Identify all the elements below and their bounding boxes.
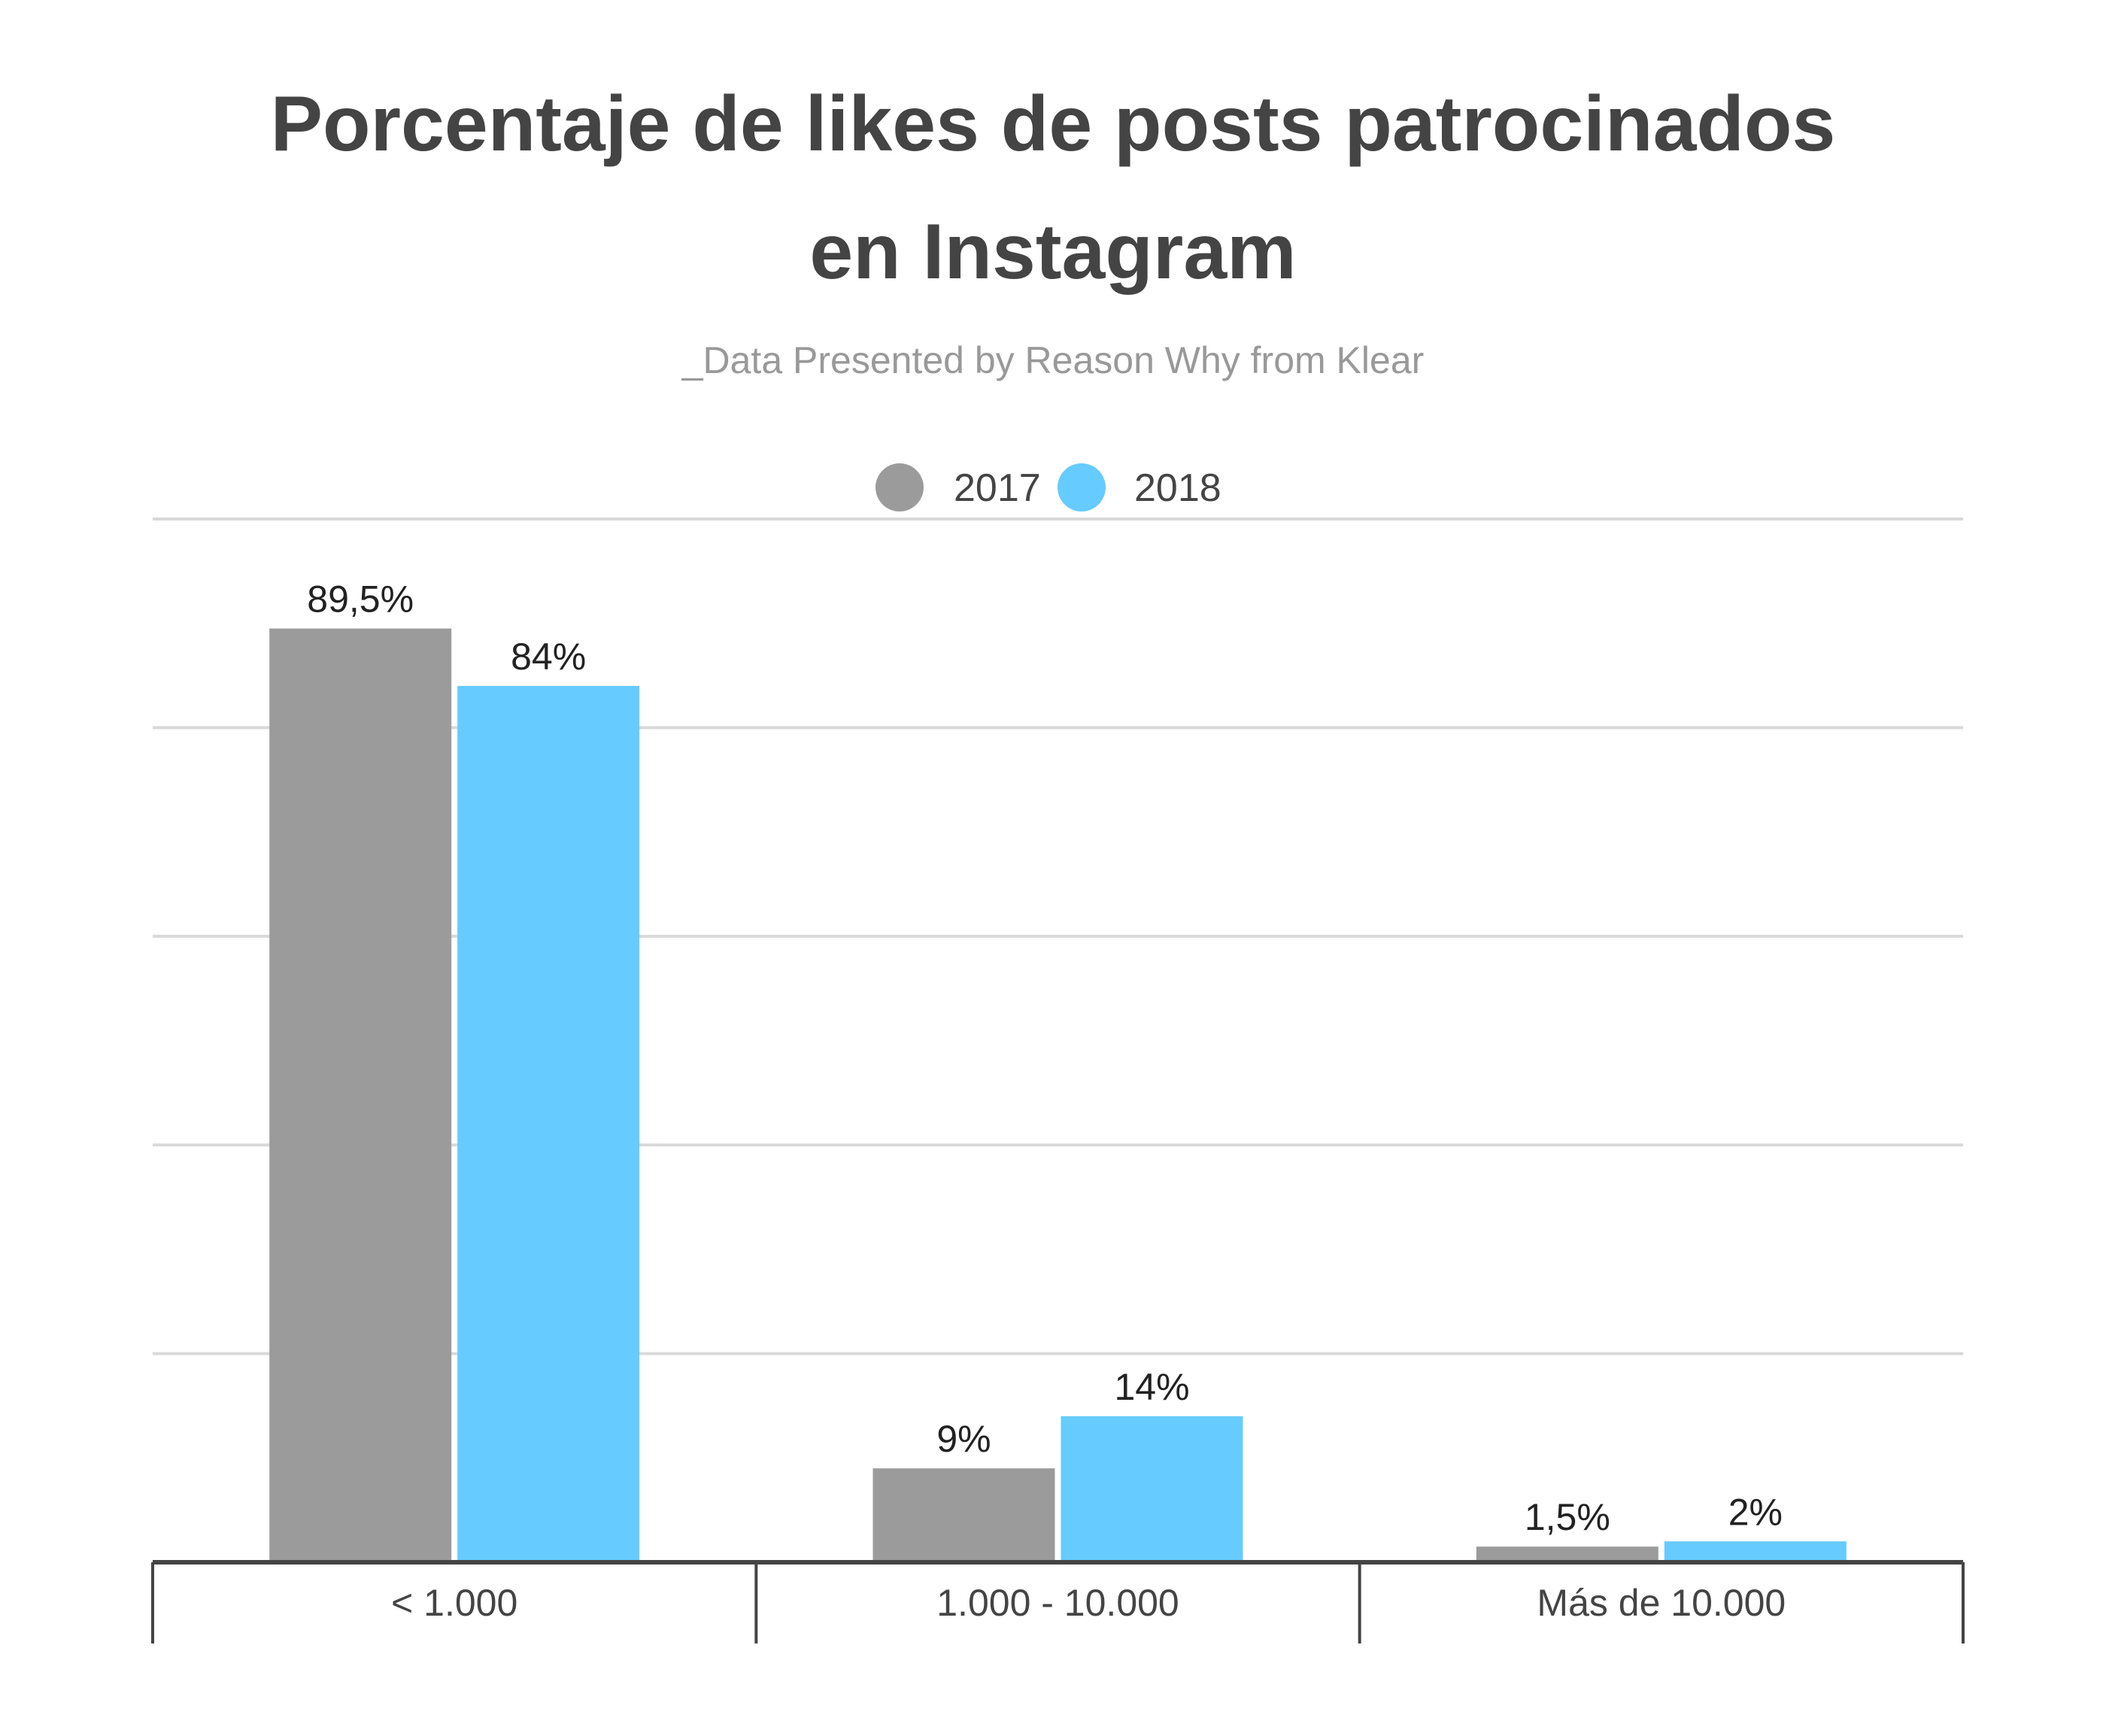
gridlines bbox=[153, 517, 1963, 1355]
bar-2017-2 bbox=[1476, 1546, 1658, 1562]
bar-label-2018-0: 84% bbox=[511, 636, 586, 678]
bar-2018-2 bbox=[1664, 1541, 1847, 1562]
bar-2017-1 bbox=[872, 1468, 1055, 1562]
legend: 2017 2018 bbox=[875, 463, 1221, 511]
bar-2018-0 bbox=[457, 685, 640, 1563]
legend-label-2018: 2018 bbox=[1134, 466, 1221, 510]
bar-2018-1 bbox=[1061, 1416, 1243, 1562]
bar-label-2017-2: 1,5% bbox=[1525, 1496, 1610, 1538]
chart-subtitle: _Data Presented by Reason Why from Klear bbox=[681, 339, 1425, 381]
x-tick-label-0: < 1.000 bbox=[391, 1582, 517, 1624]
bar-label-2017-1: 9% bbox=[936, 1418, 991, 1460]
x-axis: < 1.000 1.000 - 10.000 Más de 10.000 bbox=[151, 1560, 1965, 1643]
bar-label-2018-2: 2% bbox=[1728, 1491, 1783, 1533]
chart-title-line-1: Porcentaje de likes de posts patrocinado… bbox=[271, 80, 1836, 168]
legend-marker-2017 bbox=[875, 463, 924, 511]
bar-label-2017-0: 89,5% bbox=[307, 578, 414, 621]
chart-title-line-2: en Instagram bbox=[809, 208, 1296, 296]
bar-2017-0 bbox=[269, 628, 452, 1562]
bar-label-2018-1: 14% bbox=[1114, 1366, 1189, 1408]
x-tick-label-2: Más de 10.000 bbox=[1537, 1582, 1786, 1624]
legend-label-2017: 2017 bbox=[954, 466, 1041, 510]
legend-marker-2018 bbox=[1058, 463, 1106, 511]
x-tick-label-1: 1.000 - 10.000 bbox=[936, 1582, 1179, 1624]
bars: 89,5% 84% 9% 14% 1,5% 2% bbox=[269, 578, 1847, 1563]
